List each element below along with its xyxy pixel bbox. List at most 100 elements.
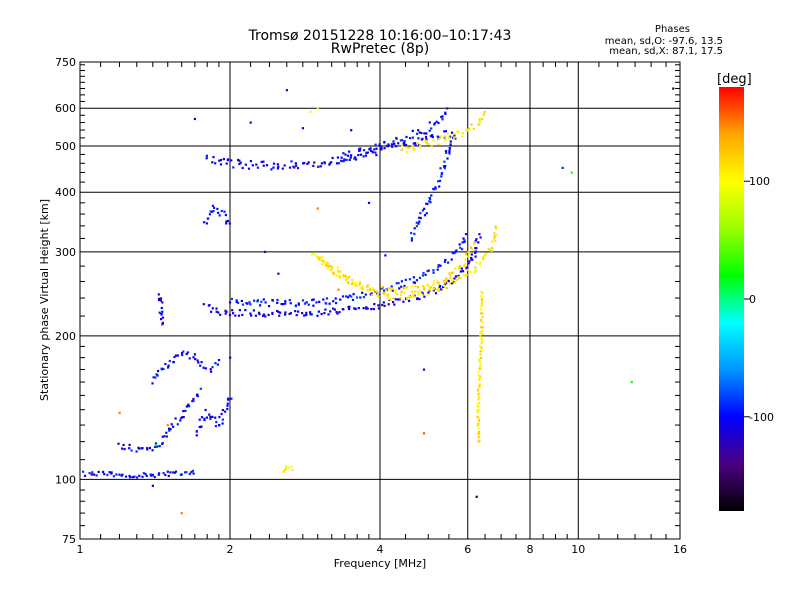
isolated-point: [561, 166, 564, 169]
echo-point: [108, 471, 111, 474]
isolated-point: [422, 368, 426, 371]
echo-point: [339, 270, 342, 273]
echo-point: [163, 435, 166, 438]
echo-point: [477, 419, 481, 422]
echo-point: [362, 155, 365, 158]
echo-point: [335, 302, 338, 305]
echo-point: [392, 301, 395, 304]
echo-point: [185, 405, 188, 408]
echo-point: [378, 293, 381, 297]
echo-point: [262, 314, 265, 317]
echo-point: [456, 130, 459, 133]
echo-point: [470, 256, 473, 260]
echo-point: [470, 123, 473, 126]
echo-point: [443, 281, 446, 284]
echo-point: [354, 307, 357, 311]
echo-point: [438, 179, 442, 182]
echo-point: [428, 196, 431, 200]
echo-point: [479, 331, 482, 334]
echo-point: [445, 281, 448, 285]
echo-point: [169, 471, 172, 474]
echo-point: [148, 446, 151, 450]
echo-point: [440, 172, 444, 175]
echo-point: [241, 303, 245, 306]
echo-point: [174, 417, 177, 420]
echo-point: [151, 382, 154, 385]
echo-point: [362, 307, 365, 310]
echo-point: [417, 137, 420, 140]
echo-point: [479, 375, 482, 378]
echo-point: [493, 232, 496, 235]
chart-title: Tromsø 20151228 10:16:00–10:17:43: [248, 28, 512, 44]
echo-point: [426, 283, 429, 286]
echo-point: [209, 417, 212, 420]
echo-point: [444, 150, 448, 153]
echo-point: [191, 469, 194, 472]
echo-point: [262, 298, 265, 301]
echo-point: [327, 313, 330, 316]
echo-point: [372, 308, 375, 311]
echo-point: [457, 274, 460, 277]
x-tick-label: 8: [527, 543, 534, 556]
echo-point: [409, 137, 412, 140]
echo-point: [478, 431, 481, 434]
echo-point: [133, 475, 136, 478]
echo-point: [459, 265, 462, 268]
echo-point: [394, 291, 397, 294]
echo-point: [423, 132, 426, 135]
echo-point: [195, 434, 198, 437]
echo-point: [235, 300, 238, 303]
echo-point: [481, 321, 484, 324]
echo-point: [209, 415, 212, 418]
echo-point: [436, 288, 439, 292]
echo-point: [400, 280, 403, 283]
echo-point: [419, 290, 422, 293]
echo-point: [481, 292, 484, 295]
echo-point: [437, 180, 440, 183]
isolated-point: [309, 110, 312, 113]
echo-point: [445, 151, 448, 154]
echo-point: [383, 292, 386, 295]
echo-point: [444, 258, 447, 262]
echo-point: [354, 282, 357, 285]
echo-point: [165, 431, 168, 434]
echo-point: [493, 235, 496, 238]
echo-point: [386, 293, 389, 296]
echo-point: [160, 318, 163, 321]
isolated-point: [193, 117, 196, 121]
echo-point: [230, 397, 233, 400]
echo-point: [161, 316, 164, 319]
echo-point: [472, 127, 475, 130]
echo-point: [480, 346, 483, 349]
echo-point: [423, 207, 426, 210]
echo-point: [417, 293, 420, 296]
echo-point: [331, 156, 334, 160]
echo-point: [244, 309, 247, 312]
echo-point: [161, 310, 164, 313]
echo-point: [329, 310, 332, 313]
echo-point: [364, 293, 367, 296]
echo-point: [475, 238, 478, 241]
echo-point: [353, 307, 356, 310]
echo-point: [224, 312, 227, 315]
echo-point: [477, 432, 480, 436]
echo-point: [164, 362, 167, 366]
echo-point: [174, 470, 178, 473]
echo-point: [386, 295, 389, 298]
echo-point: [477, 123, 480, 126]
echo-point: [348, 158, 351, 161]
echo-point: [416, 297, 419, 301]
echo-point: [121, 473, 124, 476]
echo-point: [459, 270, 462, 273]
echo-point: [405, 146, 409, 149]
echo-point: [225, 220, 228, 223]
echo-point: [228, 222, 231, 225]
echo-point: [272, 162, 276, 165]
echo-point: [446, 132, 449, 135]
echo-point: [443, 260, 446, 263]
echo-point: [358, 283, 361, 286]
echo-point: [325, 297, 329, 300]
echo-point: [351, 279, 354, 282]
echo-point: [198, 418, 201, 421]
y-tick-label: 100: [55, 473, 76, 486]
